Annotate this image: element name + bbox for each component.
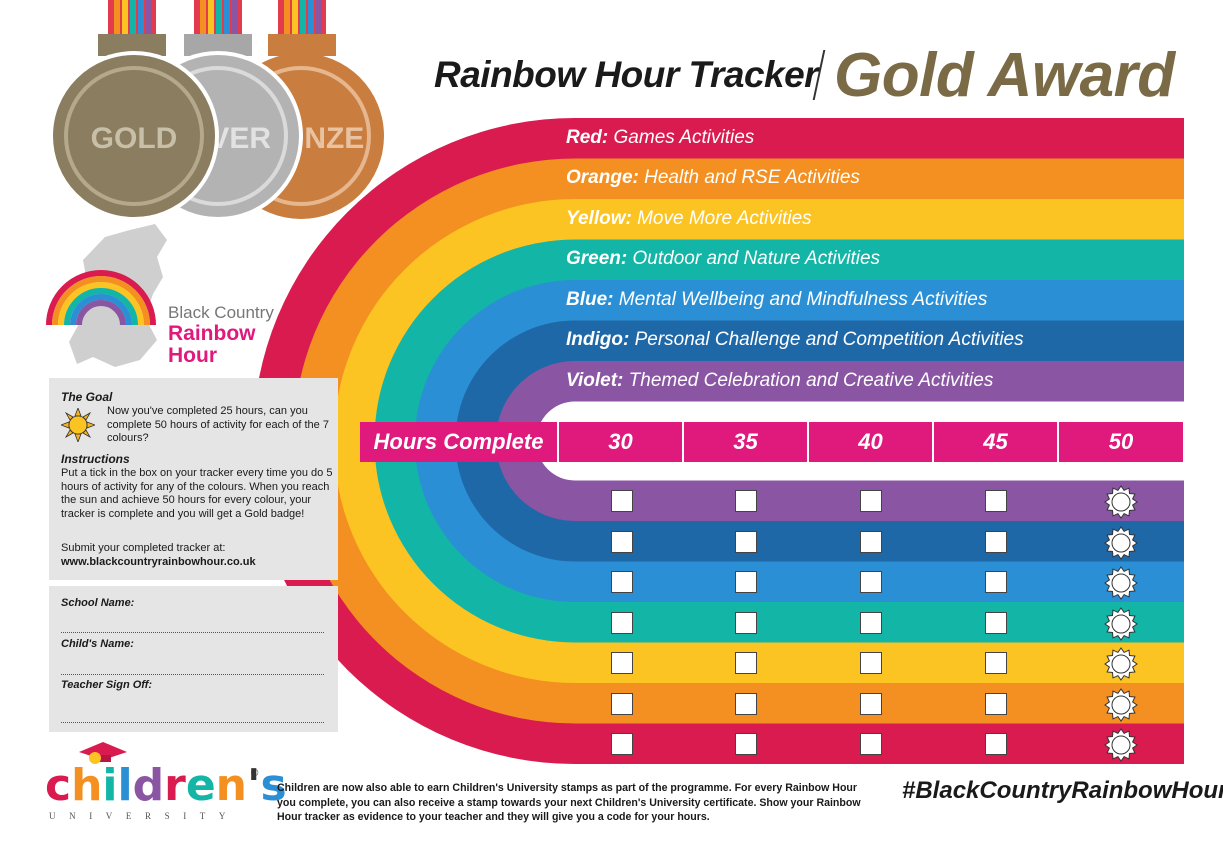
goal-panel: The Goal Now you've completed 25 hours, … [49, 378, 338, 580]
checkbox-orange-45[interactable] [985, 693, 1007, 715]
checkbox-yellow-45[interactable] [985, 652, 1007, 674]
wordmark-letter: i [102, 760, 118, 811]
instructions-title: Instructions [61, 452, 130, 466]
wordmark-letter: l [117, 760, 133, 811]
checkbox-violet-35[interactable] [735, 490, 757, 512]
checkbox-green-35[interactable] [735, 612, 757, 634]
title-main: Rainbow Hour Tracker [434, 54, 819, 95]
wordmark-letter: c [45, 760, 72, 811]
page-title: Rainbow Hour Tracker Gold Award [430, 40, 1190, 110]
hours-col-45: 45 [934, 422, 1057, 462]
footer-info-text: Children are now also able to earn Child… [277, 782, 861, 823]
goal-title: The Goal [61, 390, 113, 404]
gold-label: GOLD [91, 122, 178, 155]
logo-line2: Rainbow [168, 322, 256, 345]
title-award: Gold Award [834, 41, 1175, 110]
logo-line3: Hour [168, 344, 217, 367]
submit-text: Submit your completed tracker at: [61, 542, 226, 554]
hashtag: #BlackCountryRainbowHour [902, 777, 1223, 804]
teacher-signoff-label: Teacher Sign Off: [61, 679, 153, 691]
instructions-text: Put a tick in the box on your tracker ev… [61, 467, 333, 520]
child-name-label: Child's Name: [61, 638, 134, 650]
submit-url[interactable]: www.blackcountryrainbowhour.co.uk [61, 556, 256, 568]
wordmark-letter: s [260, 760, 287, 811]
band-label-violet: Violet: Themed Celebration and Creative … [566, 370, 994, 391]
names-panel: School Name: Child's Name: Teacher Sign … [49, 586, 338, 732]
teacher-signoff-field[interactable] [61, 722, 324, 723]
school-name-field[interactable] [61, 632, 324, 633]
checkbox-indigo-35[interactable] [735, 531, 757, 553]
goal-text: Now you've completed 25 hours, can you c… [107, 405, 329, 444]
hours-col-35: 35 [684, 422, 807, 462]
checkbox-indigo-30[interactable] [611, 531, 633, 553]
black-country-map-icon [46, 224, 167, 367]
registered-mark: ® [251, 768, 259, 779]
checkbox-violet-45[interactable] [985, 490, 1007, 512]
checkbox-indigo-45[interactable] [985, 531, 1007, 553]
hours-complete-label: Hours Complete [360, 422, 557, 462]
university-wordmark: UNIVERSITY [49, 811, 239, 821]
childrens-university-logo: children's ® UNIVERSITY [45, 740, 287, 825]
wordmark-letter: d [132, 760, 165, 811]
checkbox-blue-45[interactable] [985, 571, 1007, 593]
school-name-label: School Name: [61, 597, 135, 609]
gold-medal: GOLD [49, 51, 219, 221]
sun-checkbox-yellow[interactable] [1104, 647, 1138, 681]
sun-checkbox-red[interactable] [1104, 728, 1138, 762]
sun-checkbox-orange[interactable] [1104, 688, 1138, 722]
checkbox-green-30[interactable] [611, 612, 633, 634]
checkbox-red-40[interactable] [860, 733, 882, 755]
sun-checkbox-indigo[interactable] [1104, 526, 1138, 560]
checkbox-indigo-40[interactable] [860, 531, 882, 553]
wordmark-letter: h [71, 760, 103, 811]
wordmark-letter: ' [246, 760, 261, 811]
checkbox-orange-30[interactable] [611, 693, 633, 715]
checkbox-green-40[interactable] [860, 612, 882, 634]
checkbox-orange-35[interactable] [735, 693, 757, 715]
checkbox-blue-35[interactable] [735, 571, 757, 593]
child-name-field[interactable] [61, 674, 324, 675]
rainbow-hour-logo-text: Black Country Rainbow Hour [168, 303, 274, 367]
checkbox-yellow-40[interactable] [860, 652, 882, 674]
checkbox-blue-30[interactable] [611, 571, 633, 593]
checkbox-blue-40[interactable] [860, 571, 882, 593]
medal-ribbons [98, 0, 336, 56]
checkbox-yellow-30[interactable] [611, 652, 633, 674]
checkbox-violet-40[interactable] [860, 490, 882, 512]
band-label-yellow: Yellow: Move More Activities [566, 208, 812, 229]
wordmark-letter: r [164, 760, 186, 811]
checkbox-red-30[interactable] [611, 733, 633, 755]
sun-checkbox-blue[interactable] [1104, 566, 1138, 600]
childrens-wordmark: children's [45, 760, 287, 811]
checkbox-red-45[interactable] [985, 733, 1007, 755]
band-label-orange: Orange: Health and RSE Activities [566, 167, 860, 188]
band-label-indigo: Indigo: Personal Challenge and Competiti… [566, 329, 1024, 350]
medals: BRONZE SILVER GOLD [49, 0, 384, 221]
rainbow-logo-icon [46, 270, 156, 326]
hours-col-50: 50 [1059, 422, 1183, 462]
checkbox-violet-30[interactable] [611, 490, 633, 512]
wordmark-letter: e [185, 760, 216, 811]
band-label-red: Red: Games Activities [566, 127, 755, 148]
checkbox-yellow-35[interactable] [735, 652, 757, 674]
wordmark-letter: n [215, 760, 247, 811]
graduation-cap-icon [79, 742, 127, 764]
band-label-blue: Blue: Mental Wellbeing and Mindfulness A… [566, 289, 988, 310]
logo-line1: Black Country [168, 303, 274, 322]
sun-checkbox-green[interactable] [1104, 607, 1138, 641]
hours-col-40: 40 [809, 422, 932, 462]
sun-checkbox-violet[interactable] [1104, 485, 1138, 519]
checkbox-red-35[interactable] [735, 733, 757, 755]
hours-col-30: 30 [559, 422, 682, 462]
checkbox-green-45[interactable] [985, 612, 1007, 634]
band-label-green: Green: Outdoor and Nature Activities [566, 248, 881, 269]
sun-icon [61, 408, 95, 442]
checkbox-orange-40[interactable] [860, 693, 882, 715]
